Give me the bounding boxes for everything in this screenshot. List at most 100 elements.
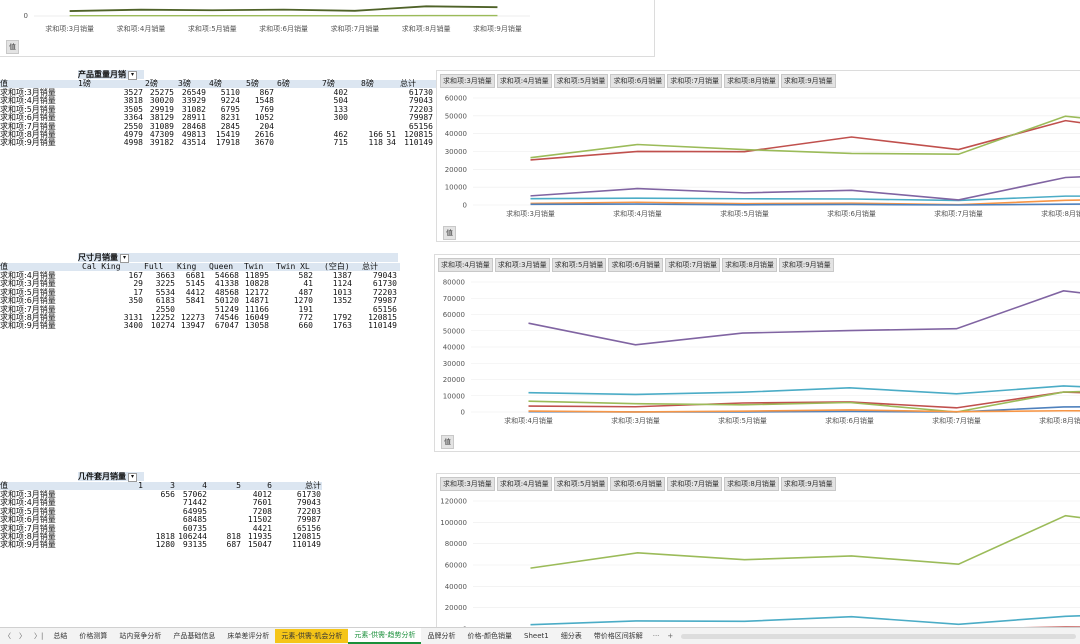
x-tick-label: 求和项:5月销量 (718, 416, 767, 425)
pivot-column-header: 6 (232, 482, 272, 490)
x-tick-label: 求和项:8月销量 (402, 24, 451, 33)
y-tick-label: 70000 (443, 295, 465, 303)
sheet-tab[interactable]: 产品基础信息 (167, 629, 221, 643)
pivot-column-header: 6磅 (277, 80, 311, 88)
x-tick-label: 求和项:8月销量 (1039, 416, 1080, 425)
sheet-tab[interactable]: 价格测算 (73, 629, 113, 643)
pivot-corner-label: 值 (0, 80, 8, 88)
filter-dropdown-icon[interactable]: ▾ (128, 473, 137, 482)
y-tick-label: 60000 (445, 95, 467, 103)
sheet-tab[interactable]: 元素-供需-机会分析 (275, 629, 348, 643)
series-line-Queen (529, 291, 1080, 345)
sheet-nav-button[interactable]: 〉 (15, 631, 30, 641)
pivot-row-label: 求和项:9月销量 (0, 139, 56, 147)
x-tick-label: 求和项:3月销量 (45, 24, 94, 33)
pivot-cell[interactable]: 110149 (393, 139, 433, 147)
pivot-title-text: 几件套月销量 (78, 471, 126, 481)
sheet-tab[interactable]: 带价格区间拆解 (588, 629, 649, 643)
pivot-cell[interactable]: 110149 (357, 322, 397, 330)
pivot-row-label: 求和项:9月销量 (0, 541, 56, 549)
y-tick-label: 120000 (440, 498, 467, 506)
pivot-row-label: 求和项:9月销量 (0, 322, 56, 330)
series-line-Twin (529, 386, 1080, 394)
x-tick-label: 求和项:9月销量 (473, 24, 522, 33)
pivot-cell[interactable]: 660 (273, 322, 313, 330)
y-tick-label: 40000 (445, 583, 467, 591)
chart3-value-button[interactable]: 值 (441, 435, 454, 449)
pivot-column-header: 7磅 (322, 80, 356, 88)
pivot-cell[interactable]: 1352 (312, 297, 352, 305)
pivot-cell[interactable]: 300 (308, 114, 348, 122)
y-tick-label: 50000 (445, 112, 467, 120)
x-tick-label: 求和项:6月销量 (825, 416, 874, 425)
pivot-column-header: 1磅 (78, 80, 112, 88)
x-tick-label: 求和项:6月销量 (827, 209, 876, 218)
add-sheet-icon[interactable]: + (663, 632, 677, 640)
sets-trend-chart[interactable]: 求和项:3月销量求和项:4月销量求和项:5月销量求和项:6月销量求和项:7月销量… (436, 473, 1080, 635)
pivot-column-header: Twin XL (276, 263, 326, 271)
sheet-tab[interactable]: Sheet1 (518, 629, 555, 643)
sheet-tab[interactable]: 细分表 (555, 629, 588, 643)
y-tick-label: 60000 (445, 562, 467, 570)
pivot-corner-label: 值 (0, 482, 8, 490)
horizontal-scrollbar[interactable] (681, 634, 1076, 639)
pivot-cell[interactable]: 13058 (229, 322, 269, 330)
pivot-column-header: 总计 (400, 80, 434, 88)
pivot-cell[interactable]: 110149 (281, 541, 321, 549)
x-tick-label: 求和项:5月销量 (720, 209, 769, 218)
y-tick-label: 20000 (445, 166, 467, 174)
y-tick-label: 0 (463, 202, 467, 210)
pivot-cell[interactable]: 1763 (312, 322, 352, 330)
pivot-column-header: 3磅 (178, 80, 212, 88)
x-tick-label: 求和项:4月销量 (504, 416, 553, 425)
pivot-column-header: 4磅 (209, 80, 243, 88)
y-tick-label: 10000 (443, 392, 465, 400)
y-tick-label: 20000 (443, 376, 465, 384)
weight-trend-chart[interactable]: 求和项:3月销量求和项:4月销量求和项:5月销量求和项:6月销量求和项:7月销量… (436, 70, 1080, 242)
x-tick-label: 求和项:7月销量 (330, 24, 379, 33)
pivot-cell[interactable]: 34 (356, 139, 396, 147)
pivot-column-header: 总计 (281, 482, 321, 490)
x-tick-label: 求和项:3月销量 (611, 416, 660, 425)
pivot-cell[interactable]: 715 (308, 139, 348, 147)
pivot-title: 尺寸月销量▾ (78, 253, 398, 262)
x-tick-label: 求和项:7月销量 (934, 209, 983, 218)
y-tick-label: 30000 (445, 148, 467, 156)
series-line-King (529, 389, 1080, 412)
sheet-tab[interactable]: 总结 (47, 629, 73, 643)
x-tick-label: 求和项:5月销量 (188, 24, 237, 33)
chart2-value-button[interactable]: 值 (443, 226, 456, 240)
pivot-title-text: 尺寸月销量 (78, 252, 118, 262)
pivot-cell[interactable]: 3670 (234, 139, 274, 147)
filter-dropdown-icon[interactable]: ▾ (128, 71, 137, 80)
sheet-tab[interactable]: 站内竞争分析 (113, 629, 167, 643)
filter-dropdown-icon[interactable]: ▾ (120, 254, 129, 263)
pivot-cell[interactable]: 15047 (232, 541, 272, 549)
sheet-tab[interactable]: 价格-颜色销量 (461, 629, 518, 643)
x-tick-label: 求和项:6月销量 (259, 24, 308, 33)
sheet-nav-button[interactable]: 〈 (0, 631, 15, 641)
top-chart-value-button[interactable]: 值 (6, 40, 19, 54)
size-trend-chart[interactable]: 求和项:4月销量求和项:3月销量求和项:5月销量求和项:6月销量求和项:7月销量… (434, 254, 1080, 452)
sheet-tab[interactable]: 床单差评分析 (221, 629, 275, 643)
x-tick-label: 求和项:3月销量 (506, 209, 555, 218)
sheet-tab[interactable]: 元素-供需-趋势分析 (348, 628, 421, 644)
y-tick-label: 50000 (443, 327, 465, 335)
sheet-nav-button[interactable]: 〉| (30, 631, 47, 641)
sheet-tab[interactable]: 品牌分析 (421, 629, 461, 643)
y-tick-label: 0 (24, 12, 28, 20)
more-tabs-icon[interactable]: ··· (649, 632, 664, 640)
pivot-column-header: 总计 (362, 263, 412, 271)
